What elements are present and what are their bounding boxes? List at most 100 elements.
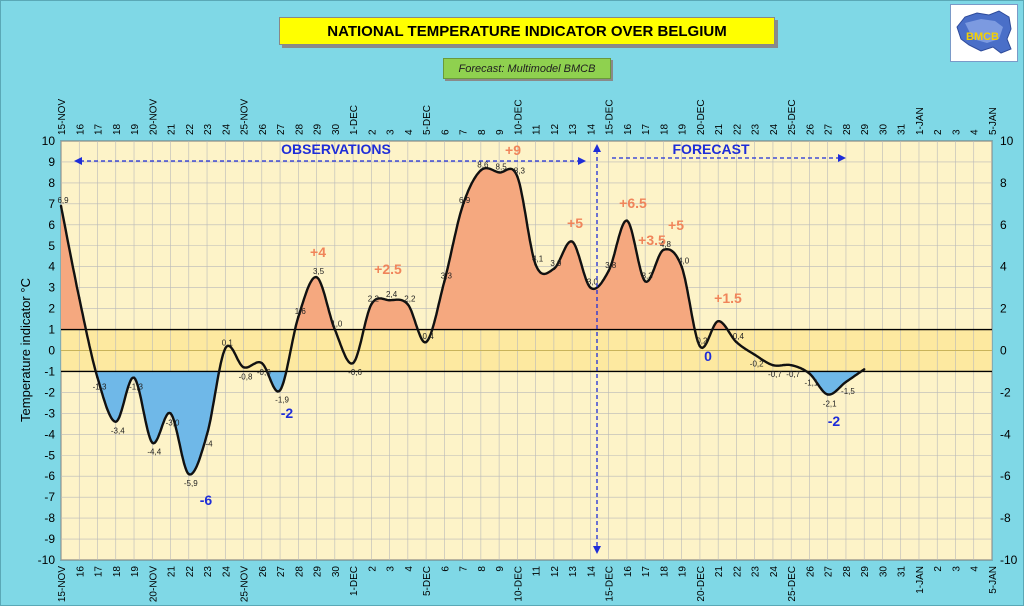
x-tick-label-top: 9 <box>495 129 506 135</box>
logo-map-shape <box>956 10 1012 54</box>
data-point <box>625 219 629 222</box>
data-label: -0,6 <box>348 368 362 377</box>
data-point <box>534 263 537 266</box>
annotation-plus3-5: +3.5 <box>638 232 666 248</box>
x-tick-label-bottom: 27 <box>276 566 287 578</box>
data-label: 0,4 <box>423 332 435 341</box>
x-tick-label-top: 30 <box>878 123 889 135</box>
data-point <box>333 328 337 331</box>
y-tick-label: 9 <box>48 155 55 169</box>
x-tick-label-top: 13 <box>568 123 579 135</box>
x-tick-label-top: 5-DEC <box>422 105 433 135</box>
data-point <box>351 361 355 365</box>
y-tick-label: -7 <box>44 490 55 504</box>
x-tick-label-bottom: 29 <box>860 566 871 578</box>
y-tick-label: -3 <box>44 406 55 420</box>
data-label: -1,3 <box>93 383 107 392</box>
data-point <box>242 366 245 369</box>
y-tick-label: 2 <box>48 302 55 316</box>
x-tick-label-bottom: 31 <box>897 566 908 578</box>
data-point <box>132 376 136 379</box>
data-point <box>205 433 209 436</box>
x-tick-label-bottom: 20-DEC <box>696 566 707 602</box>
x-tick-label-top: 30 <box>331 123 342 135</box>
y-tick-label-right: -6 <box>1000 469 1011 483</box>
x-tick-label-bottom: 24 <box>221 566 232 578</box>
data-label: -0,7 <box>768 370 782 379</box>
data-label: 2,4 <box>386 290 398 299</box>
data-label: 4,0 <box>678 257 690 266</box>
x-tick-label-top: 27 <box>824 123 835 135</box>
data-point <box>370 303 373 306</box>
x-tick-label-bottom: 1-JAN <box>915 566 926 594</box>
y-tick-label: -9 <box>44 532 55 546</box>
x-tick-label-top: 23 <box>203 123 214 135</box>
data-point <box>662 248 665 252</box>
y-tick-label-right: -4 <box>1000 427 1011 441</box>
annotation-plus9: +9 <box>505 142 521 158</box>
x-tick-label-top: 22 <box>185 123 196 135</box>
y-tick-label: 3 <box>48 281 55 295</box>
x-tick-label-bottom: 3 <box>386 566 397 572</box>
y-tick-label: 6 <box>48 218 55 232</box>
y-tick-label: 7 <box>48 197 55 211</box>
data-point <box>187 472 190 476</box>
data-label: 0,1 <box>222 338 234 347</box>
data-label: 2,2 <box>368 294 380 303</box>
annotation-minus6: -6 <box>200 492 213 508</box>
y-tick-label-right: 10 <box>1000 134 1014 148</box>
period-arrows <box>74 144 846 554</box>
x-tick-label-bottom: 28 <box>842 566 853 578</box>
chart-subtitle: Forecast: Multimodel BMCB <box>443 58 611 79</box>
data-point <box>278 389 282 392</box>
logo-label: BMCB <box>966 31 999 43</box>
data-point <box>315 275 318 279</box>
warm-anomaly-area <box>61 168 865 330</box>
x-tick-label-bottom: 13 <box>568 566 579 578</box>
y-tick-label: -6 <box>44 469 55 483</box>
y-tick-label-right: -2 <box>1000 385 1011 399</box>
data-label: -4 <box>205 439 213 448</box>
x-tick-label-bottom: 28 <box>294 566 305 578</box>
annotation-plus6-5: +6.5 <box>619 195 647 211</box>
x-tick-label-bottom: 30 <box>331 566 342 578</box>
data-label: -3,4 <box>111 427 125 436</box>
annotation-plus1-5: +1.5 <box>714 290 742 306</box>
data-point <box>497 171 501 174</box>
data-point <box>570 240 574 243</box>
data-label: 8,6 <box>477 160 489 169</box>
data-label: 2,2 <box>404 294 416 303</box>
data-point <box>844 380 848 384</box>
data-point <box>607 269 610 273</box>
y-tick-label: -4 <box>44 427 55 441</box>
x-tick-label-top: 21 <box>714 123 725 135</box>
x-tick-label-top: 17 <box>641 123 652 135</box>
y-tick-label: 4 <box>48 260 55 274</box>
x-tick-label-bottom: 14 <box>586 566 597 578</box>
x-tick-label-top: 18 <box>112 123 123 135</box>
y-tick-label: -5 <box>44 448 55 462</box>
data-point <box>297 315 300 319</box>
x-tick-label-top: 4 <box>970 129 981 135</box>
x-tick-label-top: 17 <box>94 123 105 135</box>
y-tick-label: 8 <box>48 176 55 190</box>
x-tick-label-top: 21 <box>167 123 178 135</box>
data-label: 8,5 <box>496 162 508 171</box>
annotation-observations: OBSERVATIONS <box>281 141 391 157</box>
x-tick-label-top: 29 <box>860 123 871 135</box>
data-point <box>589 286 592 289</box>
x-tick-label-bottom: 16 <box>623 566 634 578</box>
x-tick-label-top: 29 <box>313 123 324 135</box>
data-point <box>735 340 738 344</box>
data-point <box>96 376 99 379</box>
x-tick-label-top: 20-DEC <box>696 99 707 135</box>
y-tick-label-right: 4 <box>1000 260 1007 274</box>
x-tick-label-top: 27 <box>276 123 287 135</box>
annotation-zero: 0 <box>704 348 712 364</box>
x-tick-label-top: 1-DEC <box>349 105 360 135</box>
x-tick-label-bottom: 7 <box>459 566 470 572</box>
data-point <box>552 267 556 270</box>
data-point <box>78 296 81 300</box>
x-tick-label-bottom: 10-DEC <box>513 566 524 602</box>
y-tick-label: 5 <box>48 239 55 253</box>
